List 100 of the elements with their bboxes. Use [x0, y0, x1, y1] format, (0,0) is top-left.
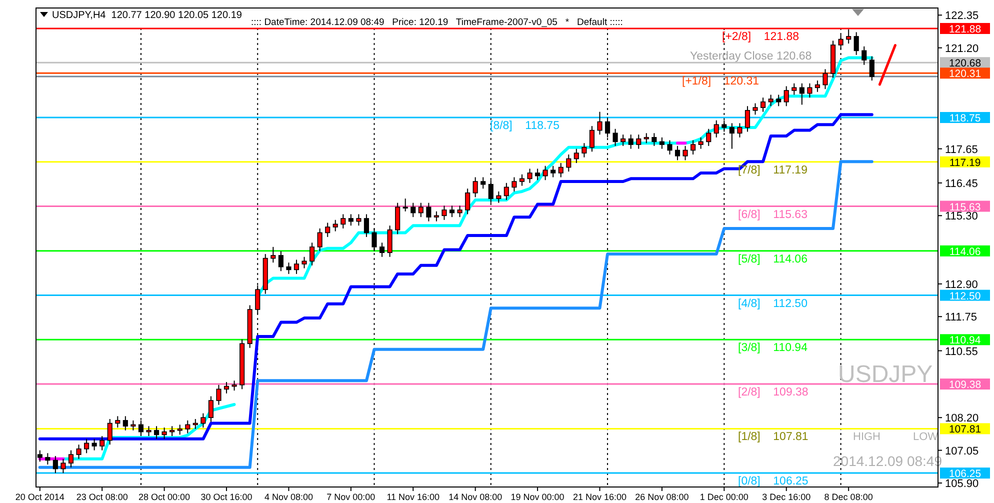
- ref-line-label: Yesterday Close 120.68: [690, 50, 812, 63]
- x-tick-label: 3 Dec 16:00: [762, 492, 811, 502]
- candlestick: [807, 82, 812, 98]
- candlestick: [698, 136, 704, 150]
- candlestick: [535, 168, 540, 181]
- annotation: LOW: [913, 431, 939, 443]
- candlestick: [286, 262, 292, 274]
- candlestick: [566, 154, 572, 172]
- candlestick: [310, 242, 315, 266]
- x-tick-label: 23 Oct 08:00: [76, 492, 128, 502]
- candlestick: [854, 32, 859, 56]
- y-tick-label: 121.88: [948, 23, 982, 36]
- candlestick: [644, 132, 649, 144]
- candlestick: [208, 396, 214, 422]
- candlestick: [434, 210, 439, 222]
- candlestick: [792, 82, 797, 96]
- ref-line-label: [7/8] 117.19: [738, 164, 808, 176]
- y-tick-label: 111.75: [945, 312, 978, 324]
- ref-line-label: [3/8] 110.94: [738, 342, 808, 354]
- candlestick: [714, 120, 719, 138]
- candlestick: [667, 140, 672, 155]
- text: :::: DateTime: 2014.12.09 08:49 Price: 120.19 TimeFrame-2007-v0_05 * Default :::::: [251, 17, 623, 28]
- candlestick: [387, 225, 392, 258]
- candlestick: [472, 176, 478, 198]
- candlestick: [690, 140, 696, 155]
- ref-line-label: [0/8] 106.25: [738, 476, 808, 488]
- candlestick: [185, 420, 190, 434]
- candlestick: [457, 205, 462, 218]
- candlestick: [177, 424, 182, 436]
- candlestick: [465, 188, 470, 215]
- y-tick-label: 112.90: [945, 278, 978, 291]
- candlestick: [52, 455, 58, 474]
- candlestick: [348, 214, 354, 226]
- candlestick: [192, 418, 198, 430]
- candlestick: [737, 122, 742, 138]
- x-tick-label: 19 Nov 00:00: [510, 492, 564, 502]
- y-tick-label: 108.20: [945, 412, 979, 425]
- ref-line-label: [2/8] 109.38: [738, 386, 808, 399]
- candlestick: [760, 97, 766, 112]
- candlestick: [744, 106, 750, 132]
- ref-line-label: [8/8] 118.75: [490, 120, 560, 132]
- x-tick-label: 11 Nov 16:00: [386, 492, 440, 502]
- candlestick: [442, 205, 447, 220]
- candlestick: [332, 219, 338, 232]
- candlestick: [170, 426, 175, 437]
- candlestick: [682, 145, 688, 161]
- candlestick: [270, 246, 276, 264]
- y-tick-label: 107.81: [948, 424, 982, 436]
- x-tick-label: 28 Oct 00:00: [138, 492, 190, 502]
- chart-title: USDJPY,H4 120.77 120.90 120.05 120.19: [52, 10, 242, 21]
- candlestick: [496, 190, 502, 204]
- candlestick: [752, 102, 758, 116]
- candlestick: [232, 380, 237, 392]
- candlestick: [418, 202, 424, 218]
- candlestick: [146, 426, 152, 437]
- candlestick: [402, 198, 408, 212]
- candlestick: [45, 452, 50, 466]
- candlestick: [68, 450, 74, 468]
- y-tick-label: 118.75: [949, 112, 981, 125]
- x-tick-label: 20 Oct 2014: [15, 492, 64, 502]
- candlestick: [107, 418, 112, 446]
- ref-line-label: [4/8] 112.50: [738, 298, 808, 310]
- candlestick: [776, 94, 782, 107]
- candlestick: [659, 136, 664, 150]
- candlestick: [302, 256, 307, 269]
- candlestick: [652, 132, 657, 146]
- y-tick-label: 117.65: [945, 144, 978, 156]
- y-tick-label: 105.90: [945, 478, 979, 490]
- candlestick: [799, 82, 804, 106]
- ref-line-label: [6/8] 115.63: [738, 208, 808, 221]
- y-tick-label: 114.06: [949, 246, 981, 258]
- y-tick-label: 106.25: [948, 468, 982, 480]
- candlestick: [519, 174, 525, 186]
- y-tick-label: 122.35: [945, 10, 979, 22]
- y-tick-label: 121.20: [945, 42, 979, 55]
- candlestick: [674, 145, 680, 161]
- y-tick-label: 112.50: [949, 290, 981, 302]
- candlestick: [100, 436, 105, 451]
- y-tick-label: 117.19: [949, 156, 981, 169]
- candlestick: [92, 438, 97, 451]
- y-tick-label: 115.30: [945, 210, 978, 223]
- y-tick-label: 107.05: [945, 445, 979, 458]
- ref-line-label: [1/8] 107.81: [738, 431, 808, 444]
- candlestick: [395, 202, 400, 235]
- candlestick: [294, 259, 300, 274]
- candlestick: [60, 458, 66, 474]
- candlestick: [558, 162, 564, 178]
- candlestick: [589, 126, 595, 152]
- y-tick-label: 110.94: [949, 334, 981, 347]
- candlestick: [122, 416, 128, 431]
- candlestick: [278, 250, 284, 272]
- candlestick: [364, 214, 370, 238]
- candlestick: [869, 56, 874, 82]
- candlestick: [216, 384, 222, 406]
- y-tick-label: 109.38: [948, 379, 982, 392]
- candlestick: [814, 80, 820, 92]
- candlestick: [628, 134, 634, 150]
- candlestick: [379, 242, 385, 258]
- candlestick: [512, 176, 517, 192]
- ref-line-label: [+1/8] 120.31: [682, 76, 760, 88]
